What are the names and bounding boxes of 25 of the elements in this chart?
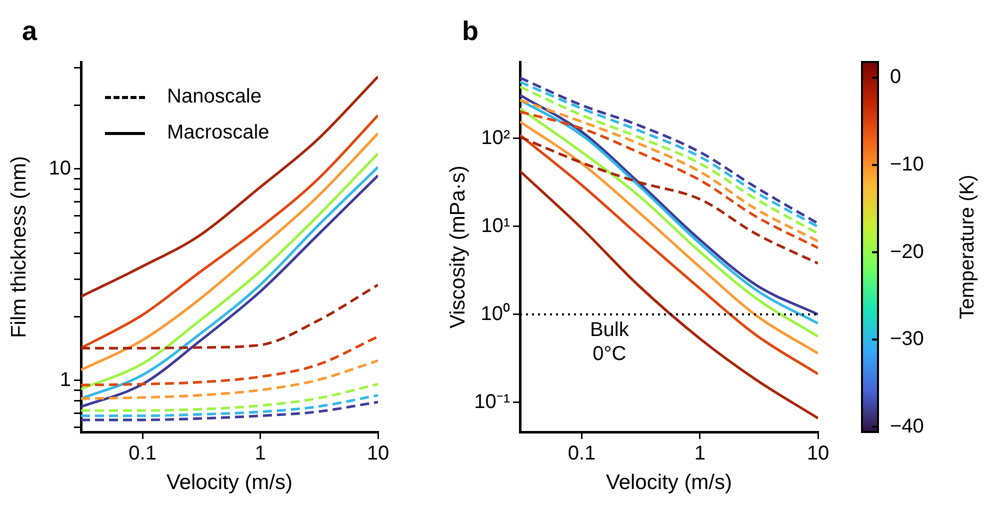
- x-tick-label: 1: [254, 442, 266, 465]
- color-bar-label: 0: [890, 66, 902, 88]
- x-tick-label: 10: [366, 442, 390, 465]
- x-axis-title: Velocity (m/s): [166, 471, 293, 494]
- y-tick-label: 10²: [481, 126, 510, 149]
- chart-title: b: [462, 16, 478, 46]
- y-tick-label: 10¹: [481, 214, 510, 237]
- color-bar-label: −30: [890, 328, 924, 350]
- x-tick-label: 0.1: [128, 442, 156, 465]
- y-axis-title: Viscosity (mPa·s): [446, 166, 470, 328]
- x-tick-label: 0.1: [568, 442, 596, 465]
- y-axis-title: Film thickness (nm): [7, 156, 30, 338]
- annotation: Nanoscale: [167, 86, 262, 108]
- color-bar-label: −40: [890, 415, 924, 438]
- color-bar-label: −20: [890, 240, 924, 263]
- annotation: Macroscale: [167, 122, 270, 144]
- color-bar-title: Temperature (K): [956, 174, 979, 320]
- chart-title: a: [22, 16, 38, 46]
- color-bar-label: −10: [890, 153, 924, 176]
- y-tick-label: 10⁻¹: [474, 390, 510, 413]
- y-tick-label: 10⁰: [480, 302, 510, 325]
- x-tick-label: 10: [806, 442, 830, 465]
- x-tick-label: 1: [694, 442, 706, 465]
- ref-line-label: Bulk 0°C: [590, 318, 630, 365]
- x-axis-title: Velocity (m/s): [606, 471, 732, 494]
